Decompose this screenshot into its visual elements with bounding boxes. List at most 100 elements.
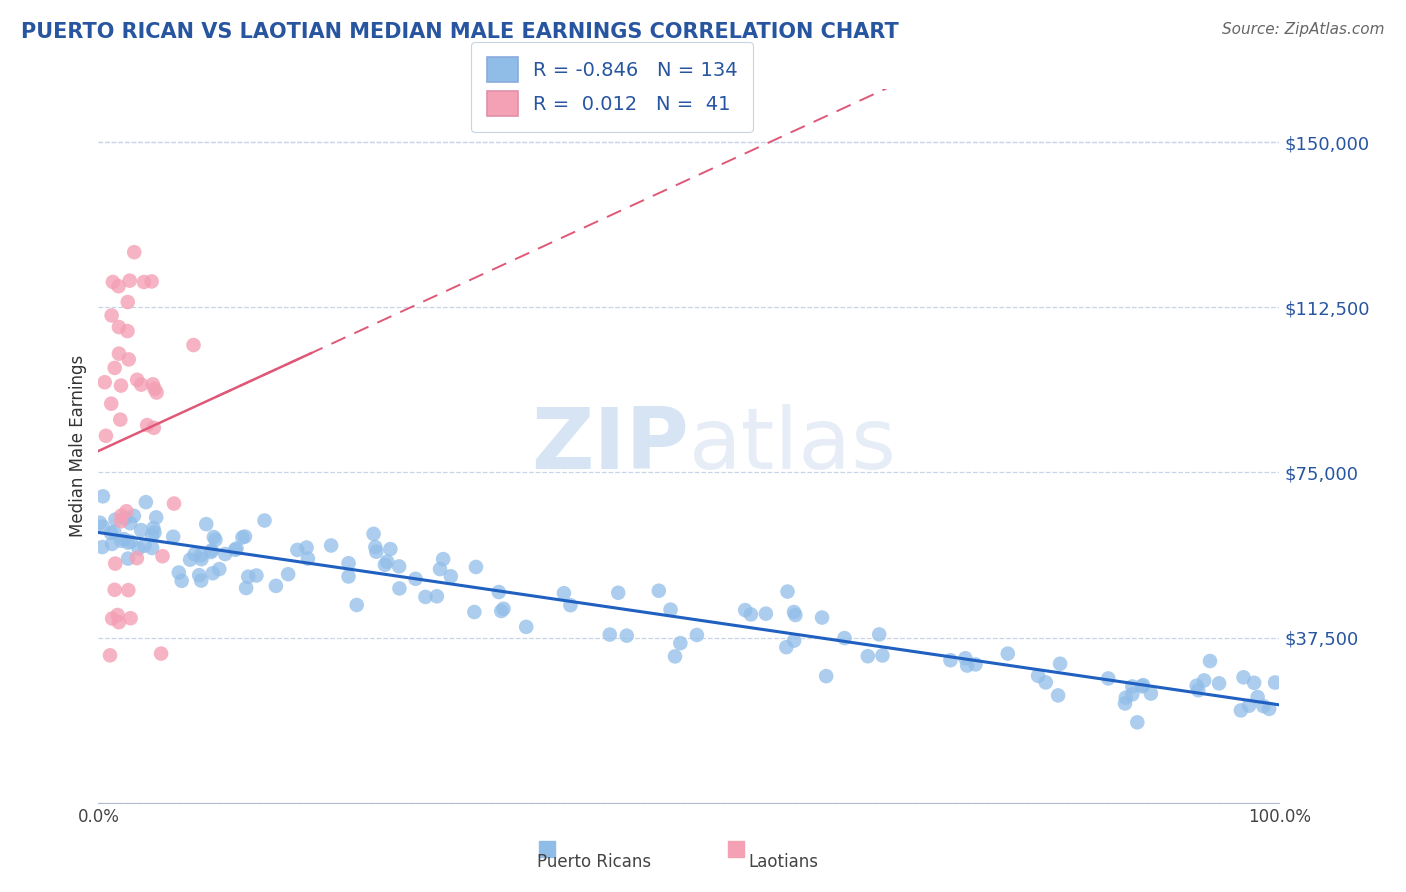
Point <box>1199 654 1222 668</box>
Text: atlas: atlas <box>689 404 897 488</box>
Point <box>440 569 463 583</box>
Point <box>346 598 368 612</box>
Point <box>110 378 132 392</box>
Point <box>104 513 127 527</box>
Point <box>120 516 142 531</box>
Point <box>91 489 114 503</box>
Point <box>856 649 879 664</box>
Point <box>204 533 226 547</box>
Text: PUERTO RICAN VS LAOTIAN MEDIAN MALE EARNINGS CORRELATION CHART: PUERTO RICAN VS LAOTIAN MEDIAN MALE EARN… <box>21 22 898 42</box>
Point <box>100 309 122 323</box>
Point <box>163 497 186 511</box>
Point <box>117 551 139 566</box>
Point <box>1026 669 1049 683</box>
Point <box>734 603 756 617</box>
Point <box>997 647 1019 661</box>
Text: ZIP: ZIP <box>531 404 689 488</box>
Point <box>1121 687 1143 701</box>
Point <box>101 537 124 551</box>
Point <box>101 275 124 289</box>
Point <box>167 566 190 580</box>
Point <box>297 551 319 566</box>
Point <box>1232 670 1254 684</box>
Point <box>553 586 575 600</box>
Point <box>1187 683 1209 698</box>
Point <box>89 516 111 530</box>
Point <box>388 559 411 574</box>
Point <box>190 574 212 588</box>
Point <box>669 636 692 650</box>
Point <box>128 541 150 556</box>
Point <box>374 558 396 572</box>
Point <box>616 629 638 643</box>
Point <box>100 397 122 411</box>
Point <box>405 572 427 586</box>
Point <box>1185 679 1208 693</box>
Point <box>264 579 287 593</box>
Point <box>1097 672 1119 686</box>
Point <box>94 429 117 443</box>
Point <box>104 557 127 571</box>
Point <box>101 611 124 625</box>
Point <box>560 599 582 613</box>
Point <box>868 627 890 641</box>
Point <box>91 519 114 533</box>
Point <box>107 279 129 293</box>
Point <box>142 521 165 535</box>
Point <box>956 658 979 673</box>
Point <box>141 528 163 542</box>
Point <box>117 295 139 310</box>
Point <box>785 608 807 623</box>
Y-axis label: Median Male Earnings: Median Male Earnings <box>69 355 87 537</box>
Point <box>129 377 152 392</box>
Point <box>202 530 225 544</box>
Point <box>214 547 236 561</box>
Point <box>110 514 132 528</box>
Point <box>364 540 387 554</box>
Point <box>235 581 257 595</box>
Point <box>429 562 451 576</box>
Point <box>388 582 411 596</box>
Point <box>150 647 173 661</box>
Point <box>170 574 193 588</box>
Point <box>190 549 212 563</box>
Point <box>1114 697 1136 711</box>
Point <box>287 543 309 558</box>
Point <box>776 584 799 599</box>
Point <box>1121 680 1143 694</box>
Point <box>179 552 201 566</box>
Point <box>108 320 131 334</box>
Point <box>1230 703 1253 717</box>
Point <box>607 586 630 600</box>
Point <box>201 566 224 581</box>
Point <box>426 589 449 603</box>
Point <box>380 542 402 557</box>
Point <box>1126 715 1149 730</box>
Point <box>127 373 149 387</box>
Point <box>363 527 385 541</box>
Point <box>375 555 398 569</box>
Point <box>118 274 141 288</box>
Point <box>1258 702 1281 716</box>
Point <box>1264 675 1286 690</box>
Point <box>295 541 318 555</box>
Point <box>98 648 121 663</box>
Point <box>188 568 211 582</box>
Point <box>141 274 163 288</box>
Point <box>955 651 977 665</box>
Point <box>1246 690 1268 704</box>
Point <box>465 560 488 574</box>
Point <box>142 377 165 392</box>
Point <box>117 535 139 549</box>
Point <box>599 627 621 641</box>
Point <box>103 524 125 539</box>
Point <box>190 552 212 566</box>
Point <box>134 539 156 553</box>
Point <box>939 653 962 667</box>
Point <box>1253 699 1275 714</box>
Point <box>664 649 686 664</box>
Point <box>432 552 454 566</box>
Point <box>114 511 136 525</box>
Point <box>783 633 806 648</box>
Point <box>208 562 231 576</box>
